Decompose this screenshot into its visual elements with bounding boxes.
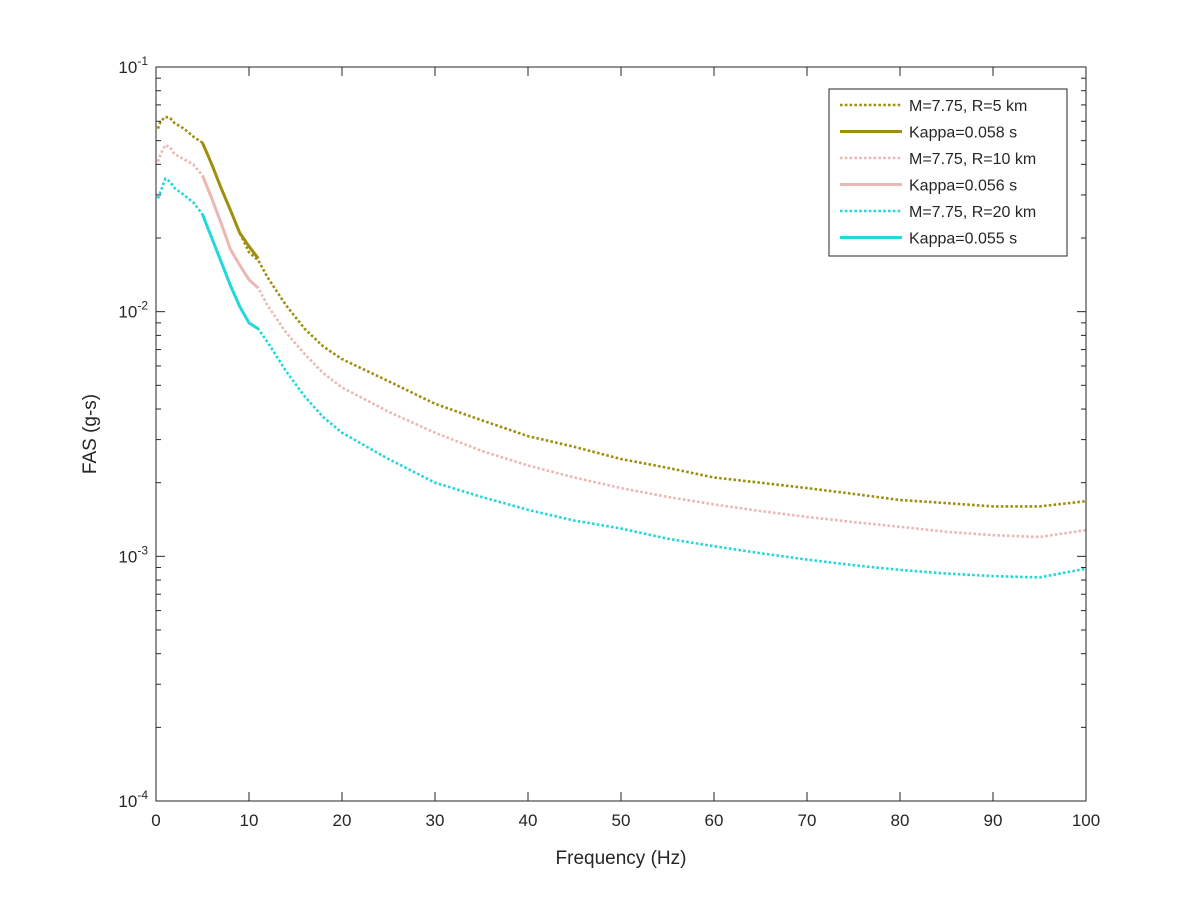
legend-label-3: M=7.75, R=10 km	[909, 151, 1036, 168]
legend-label-2: Kappa=0.058 s	[909, 125, 1017, 142]
series-layer	[156, 115, 1087, 579]
legend-label-5: M=7.75, R=20 km	[909, 204, 1036, 221]
y-tick-label: 10-3	[118, 543, 148, 566]
y-tick-label: 10-1	[118, 54, 148, 77]
x-tick-label: 100	[1072, 811, 1100, 830]
x-tick-label: 20	[333, 811, 352, 830]
legend-box	[828, 88, 1068, 257]
x-tick-label: 90	[984, 811, 1003, 830]
series-line-2	[201, 142, 260, 260]
series-line-4	[201, 175, 260, 290]
x-tick-label: 80	[891, 811, 910, 830]
y-axis-ticks: 10-4 10-3 10-2 10-1	[118, 54, 1086, 811]
series-line-5	[156, 177, 1087, 579]
x-tick-label: 70	[798, 811, 817, 830]
x-tick-label: 10	[240, 811, 259, 830]
x-tick-label: 50	[612, 811, 631, 830]
y-tick-label: 10-2	[118, 299, 148, 322]
x-tick-label: 0	[151, 811, 160, 830]
series-line-1	[156, 115, 1087, 508]
y-axis-title: FAS (g-s)	[80, 394, 101, 474]
legend: M=7.75, R=5 km Kappa=0.058 s M=7.75, R=10 …	[828, 88, 1068, 257]
y-tick-label: 10-4	[118, 788, 148, 811]
x-tick-label: 30	[426, 811, 445, 830]
x-axis-ticks: 0 10 20 30 40 50 60 70 80 90 100	[151, 67, 1100, 830]
series-line-3	[156, 143, 1087, 539]
x-axis-title: Frequency (Hz)	[556, 848, 687, 869]
legend-label-4: Kappa=0.056 s	[909, 178, 1017, 195]
x-tick-label: 60	[705, 811, 724, 830]
legend-label-1: M=7.75, R=5 km	[909, 98, 1027, 115]
x-tick-label: 40	[519, 811, 538, 830]
legend-label-6: Kappa=0.055 s	[909, 231, 1017, 248]
series-line-6	[201, 213, 260, 331]
